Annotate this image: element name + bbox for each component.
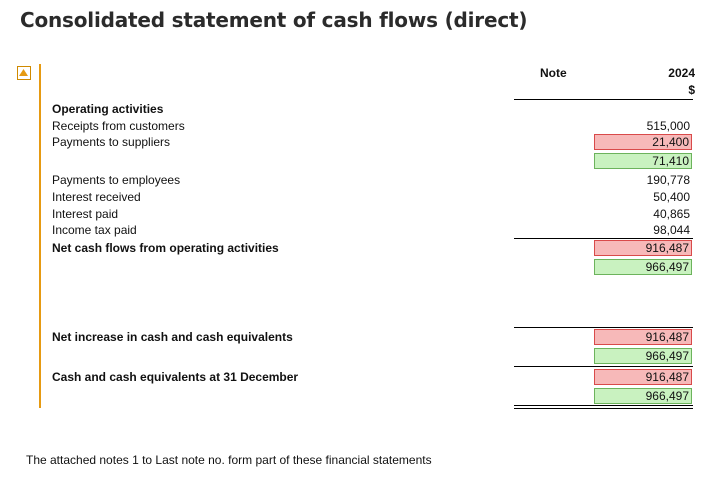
payments-suppliers-value-error[interactable]: 21,400 xyxy=(594,134,692,150)
interest-paid-value: 40,865 xyxy=(653,207,690,221)
page-title: Consolidated statement of cash flows (di… xyxy=(20,8,528,32)
income-tax-label: Income tax paid xyxy=(52,223,137,237)
receipts-value: 515,000 xyxy=(646,119,690,133)
net-increase-value-error[interactable]: 916,487 xyxy=(594,329,692,345)
closing-cash-value-ok[interactable]: 966,497 xyxy=(594,388,692,404)
closing-cash-value-error[interactable]: 916,487 xyxy=(594,369,692,385)
receipts-label: Receipts from customers xyxy=(52,119,185,133)
interest-received-value: 50,400 xyxy=(653,190,690,204)
section-bar xyxy=(39,64,41,408)
closing-divider xyxy=(514,366,693,367)
interest-paid-label: Interest paid xyxy=(52,207,119,221)
payments-employees-value: 190,778 xyxy=(646,173,690,187)
net-operating-value-error[interactable]: 916,487 xyxy=(594,240,692,256)
currency-label: $ xyxy=(688,83,695,97)
operating-heading: Operating activities xyxy=(52,102,164,116)
income-tax-value: 98,044 xyxy=(653,223,690,237)
header-divider xyxy=(514,99,693,100)
payments-suppliers-label: Payments to suppliers xyxy=(52,135,171,149)
closing-cash-label: Cash and cash equivalents at 31 December xyxy=(52,370,299,384)
summary-divider xyxy=(514,327,693,328)
payments-suppliers-value-ok[interactable]: 71,410 xyxy=(594,153,692,169)
interest-received-label: Interest received xyxy=(52,190,141,204)
total-double-rule-top xyxy=(514,405,693,406)
note-column-header: Note xyxy=(540,66,567,80)
net-increase-value-ok[interactable]: 966,497 xyxy=(594,348,692,364)
net-operating-label: Net cash flows from operating activities xyxy=(52,241,279,255)
operating-subtotal-divider xyxy=(514,238,693,239)
net-increase-label: Net increase in cash and cash equivalent… xyxy=(52,330,293,344)
collapse-triangle-up-icon[interactable] xyxy=(17,66,31,80)
year-column-header: 2024 xyxy=(668,66,695,80)
total-double-rule-bottom xyxy=(514,408,693,409)
payments-employees-label: Payments to employees xyxy=(52,173,181,187)
footer-note: The attached notes 1 to Last note no. fo… xyxy=(26,453,432,467)
net-operating-value-ok[interactable]: 966,497 xyxy=(594,259,692,275)
